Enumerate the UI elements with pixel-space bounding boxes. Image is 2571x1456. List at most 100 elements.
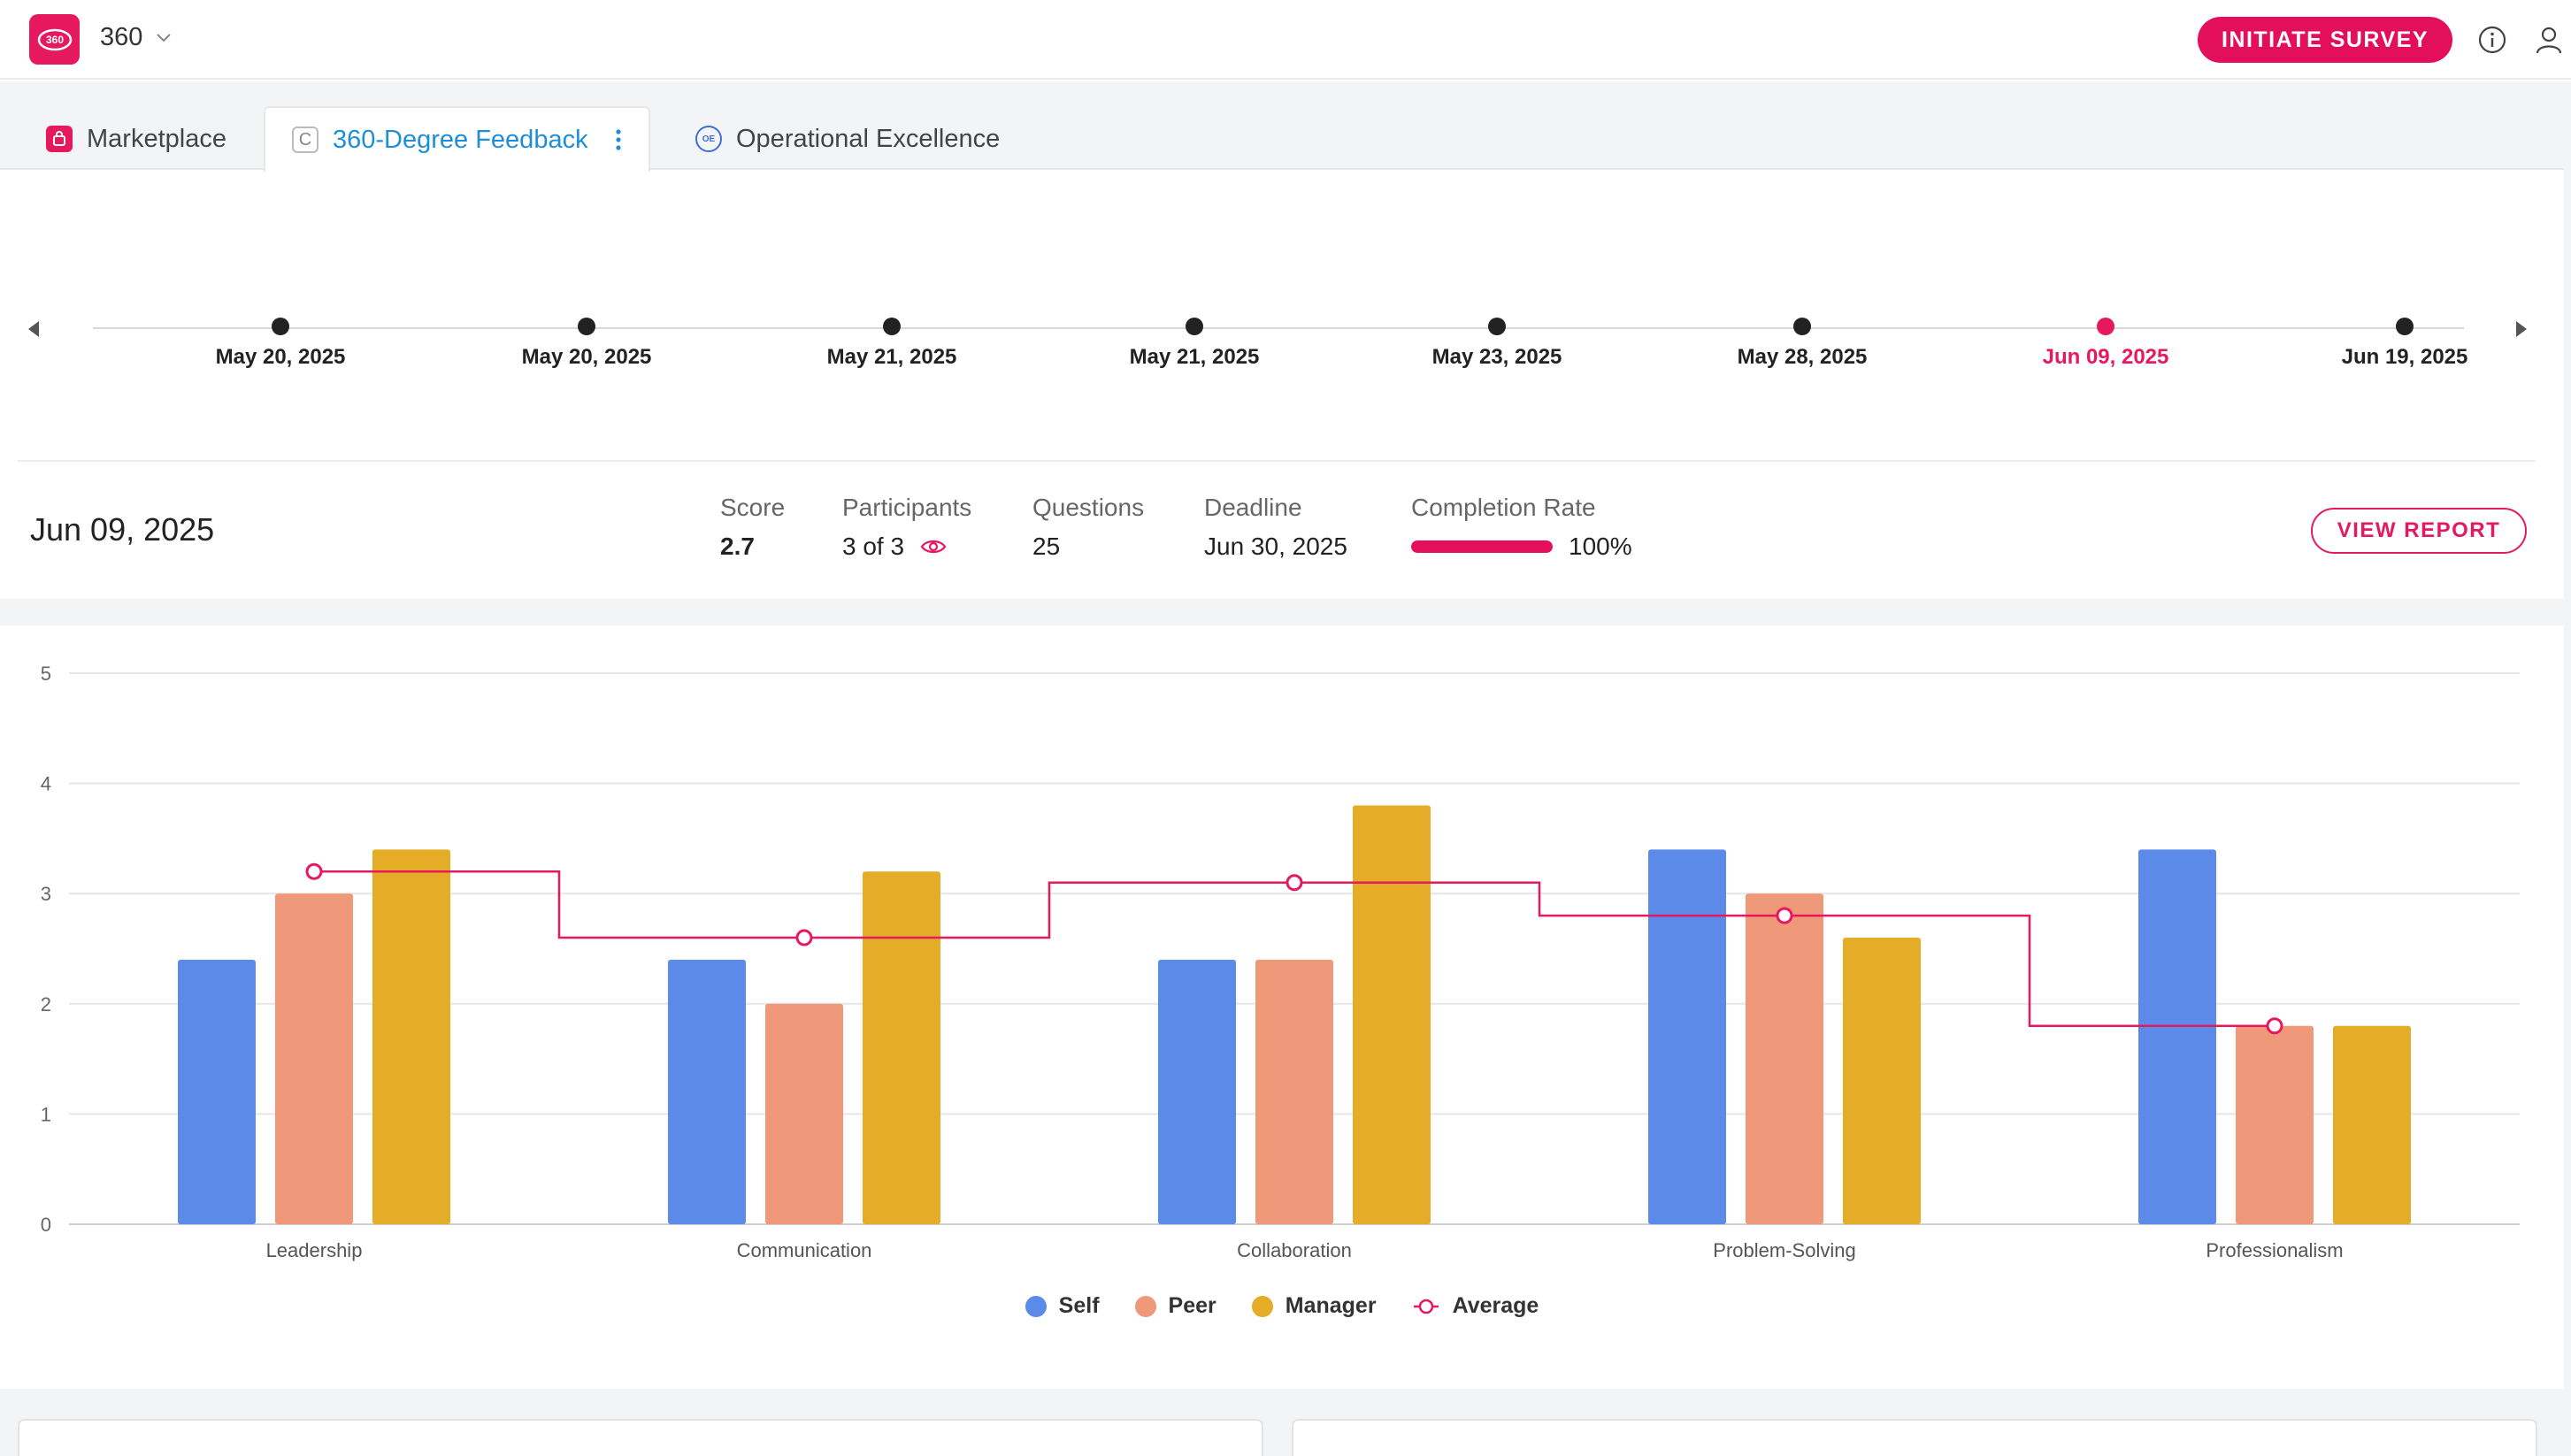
legend-item-average[interactable]: Average [1412,1293,1539,1319]
top-bar: 360 360 INITIATE SURVEY [0,0,2571,80]
average-point [2266,1017,2283,1035]
info-icon[interactable] [2475,23,2509,57]
timeline-date: May 23, 2025 [1431,345,1562,369]
legend-item-manager[interactable]: Manager [1251,1293,1377,1319]
tab-bar: Marketplace C 360-Degree Feedback OE Ope… [0,81,2564,172]
chevron-down-icon [155,27,173,50]
divider [18,460,2536,462]
deadline-label: Deadline [1204,494,1302,521]
completion-label: Completion Rate [1411,494,1596,521]
legend-line-marker-icon [1412,1296,1440,1317]
kebab-menu-icon[interactable] [615,127,622,152]
tab-marketplace[interactable]: Marketplace [46,108,226,170]
legend-label: Self [1058,1293,1100,1318]
deadline-stat: Deadline Jun 30, 2025 [1204,494,1347,561]
timeline-dot [2097,318,2114,335]
y-tick-label: 3 [41,883,51,905]
view-report-button[interactable]: VIEW REPORT [2311,508,2527,554]
score-stat: Score 2.7 [720,494,785,561]
timeline-item[interactable]: May 28, 2025 [1705,318,1899,370]
page-scrollbar[interactable] [2564,81,2571,1456]
timeline-dot [2396,318,2414,335]
x-tick-label: Communication [737,1239,872,1261]
tab-360-degree-feedback[interactable]: C 360-Degree Feedback [264,106,650,172]
participants-value: 3 of 3 [842,533,905,560]
average-point [795,929,813,946]
y-tick-label: 2 [41,993,51,1015]
y-tick-label: 1 [41,1103,51,1125]
bar-self [1158,959,1236,1224]
timeline-next-arrow-icon[interactable] [2513,320,2530,338]
bar-self [178,959,256,1224]
bar-manager [2333,1025,2411,1224]
bar-manager [372,849,450,1224]
app-logo[interactable]: 360 [29,14,80,65]
eye-icon[interactable] [920,537,947,556]
bottom-card-right [1292,1419,2537,1456]
legend-item-self[interactable]: Self [1025,1293,1100,1319]
logo-text: 360 [45,34,63,46]
questions-value: 25 [1032,533,1061,560]
average-point [305,862,323,880]
score-label: Score [720,494,786,521]
x-tick-label: Leadership [266,1239,363,1261]
tab-operational-excellence[interactable]: OE Operational Excellence [695,108,1000,170]
timeline-date: May 20, 2025 [521,345,652,369]
timeline-date: Jun 09, 2025 [2042,345,2169,369]
bar-manager [1843,938,1921,1224]
feedback-chart: 0 1 2 3 4 5 Leadership Communication Collaborati… [0,625,2564,1389]
user-icon[interactable] [2532,23,2566,57]
chart-legend: Self Peer Manager Average [0,1293,2564,1319]
x-tick-label: Problem-Solving [1713,1239,1855,1261]
timeline-date: May 21, 2025 [826,345,957,369]
c-letter-icon: C [292,126,318,153]
bar-chart-svg: 0 1 2 3 4 5 Leadership Communication Collaborati… [41,663,2520,1261]
timeline-item-active[interactable]: Jun 09, 2025 [2008,318,2203,370]
logo-360-icon: 360 [37,28,72,50]
timeline-dot [1186,318,1203,335]
bar-manager [863,871,940,1224]
bar-self [1648,849,1726,1224]
completion-value: 100% [1569,533,1632,560]
completion-progress-bar [1411,540,1553,553]
completion-progress-fill [1411,540,1553,553]
survey-summary: Jun 09, 2025 Score 2.7 Participants 3 of… [0,462,2571,599]
app-switcher[interactable]: 360 [100,23,173,52]
legend-label: Peer [1168,1293,1216,1318]
legend-item-peer[interactable]: Peer [1134,1293,1216,1319]
bar-peer [765,1003,843,1224]
deadline-value: Jun 30, 2025 [1204,533,1347,560]
shopping-bag-icon [46,126,73,152]
tab-label: Operational Excellence [736,124,1001,153]
timeline-item[interactable]: May 21, 2025 [794,318,989,370]
y-tick-label: 4 [41,773,51,795]
summary-date: Jun 09, 2025 [30,511,215,548]
initiate-survey-button[interactable]: INITIATE SURVEY [2198,17,2452,63]
timeline-item[interactable]: May 20, 2025 [489,318,684,370]
y-tick-label: 5 [41,663,51,685]
x-tick-label: Professionalism [2206,1239,2343,1261]
timeline-item[interactable]: Jun 19, 2025 [2307,318,2502,370]
bar-peer [1746,893,1823,1224]
timeline-date: May 20, 2025 [215,345,346,369]
participants-label: Participants [842,494,972,521]
timeline-prev-arrow-icon[interactable] [25,320,42,338]
app-name: 360 [100,23,143,51]
timeline-dot [578,318,595,335]
bottom-card-left [18,1419,1263,1456]
average-point [1286,874,1303,892]
bar-self [668,959,746,1224]
average-point [1776,907,1793,924]
timeline-item[interactable]: May 20, 2025 [183,318,378,370]
bar-peer [275,893,353,1224]
timeline-dot [883,318,901,335]
bar-peer [2236,1025,2314,1224]
timeline-item[interactable]: May 23, 2025 [1400,318,1594,370]
questions-stat: Questions 25 [1032,494,1144,561]
questions-label: Questions [1032,494,1145,521]
timeline-date: May 21, 2025 [1129,345,1260,369]
timeline-line [93,327,2464,329]
timeline-item[interactable]: May 21, 2025 [1097,318,1292,370]
section-divider [0,599,2564,625]
timeline-dot [1488,318,1506,335]
